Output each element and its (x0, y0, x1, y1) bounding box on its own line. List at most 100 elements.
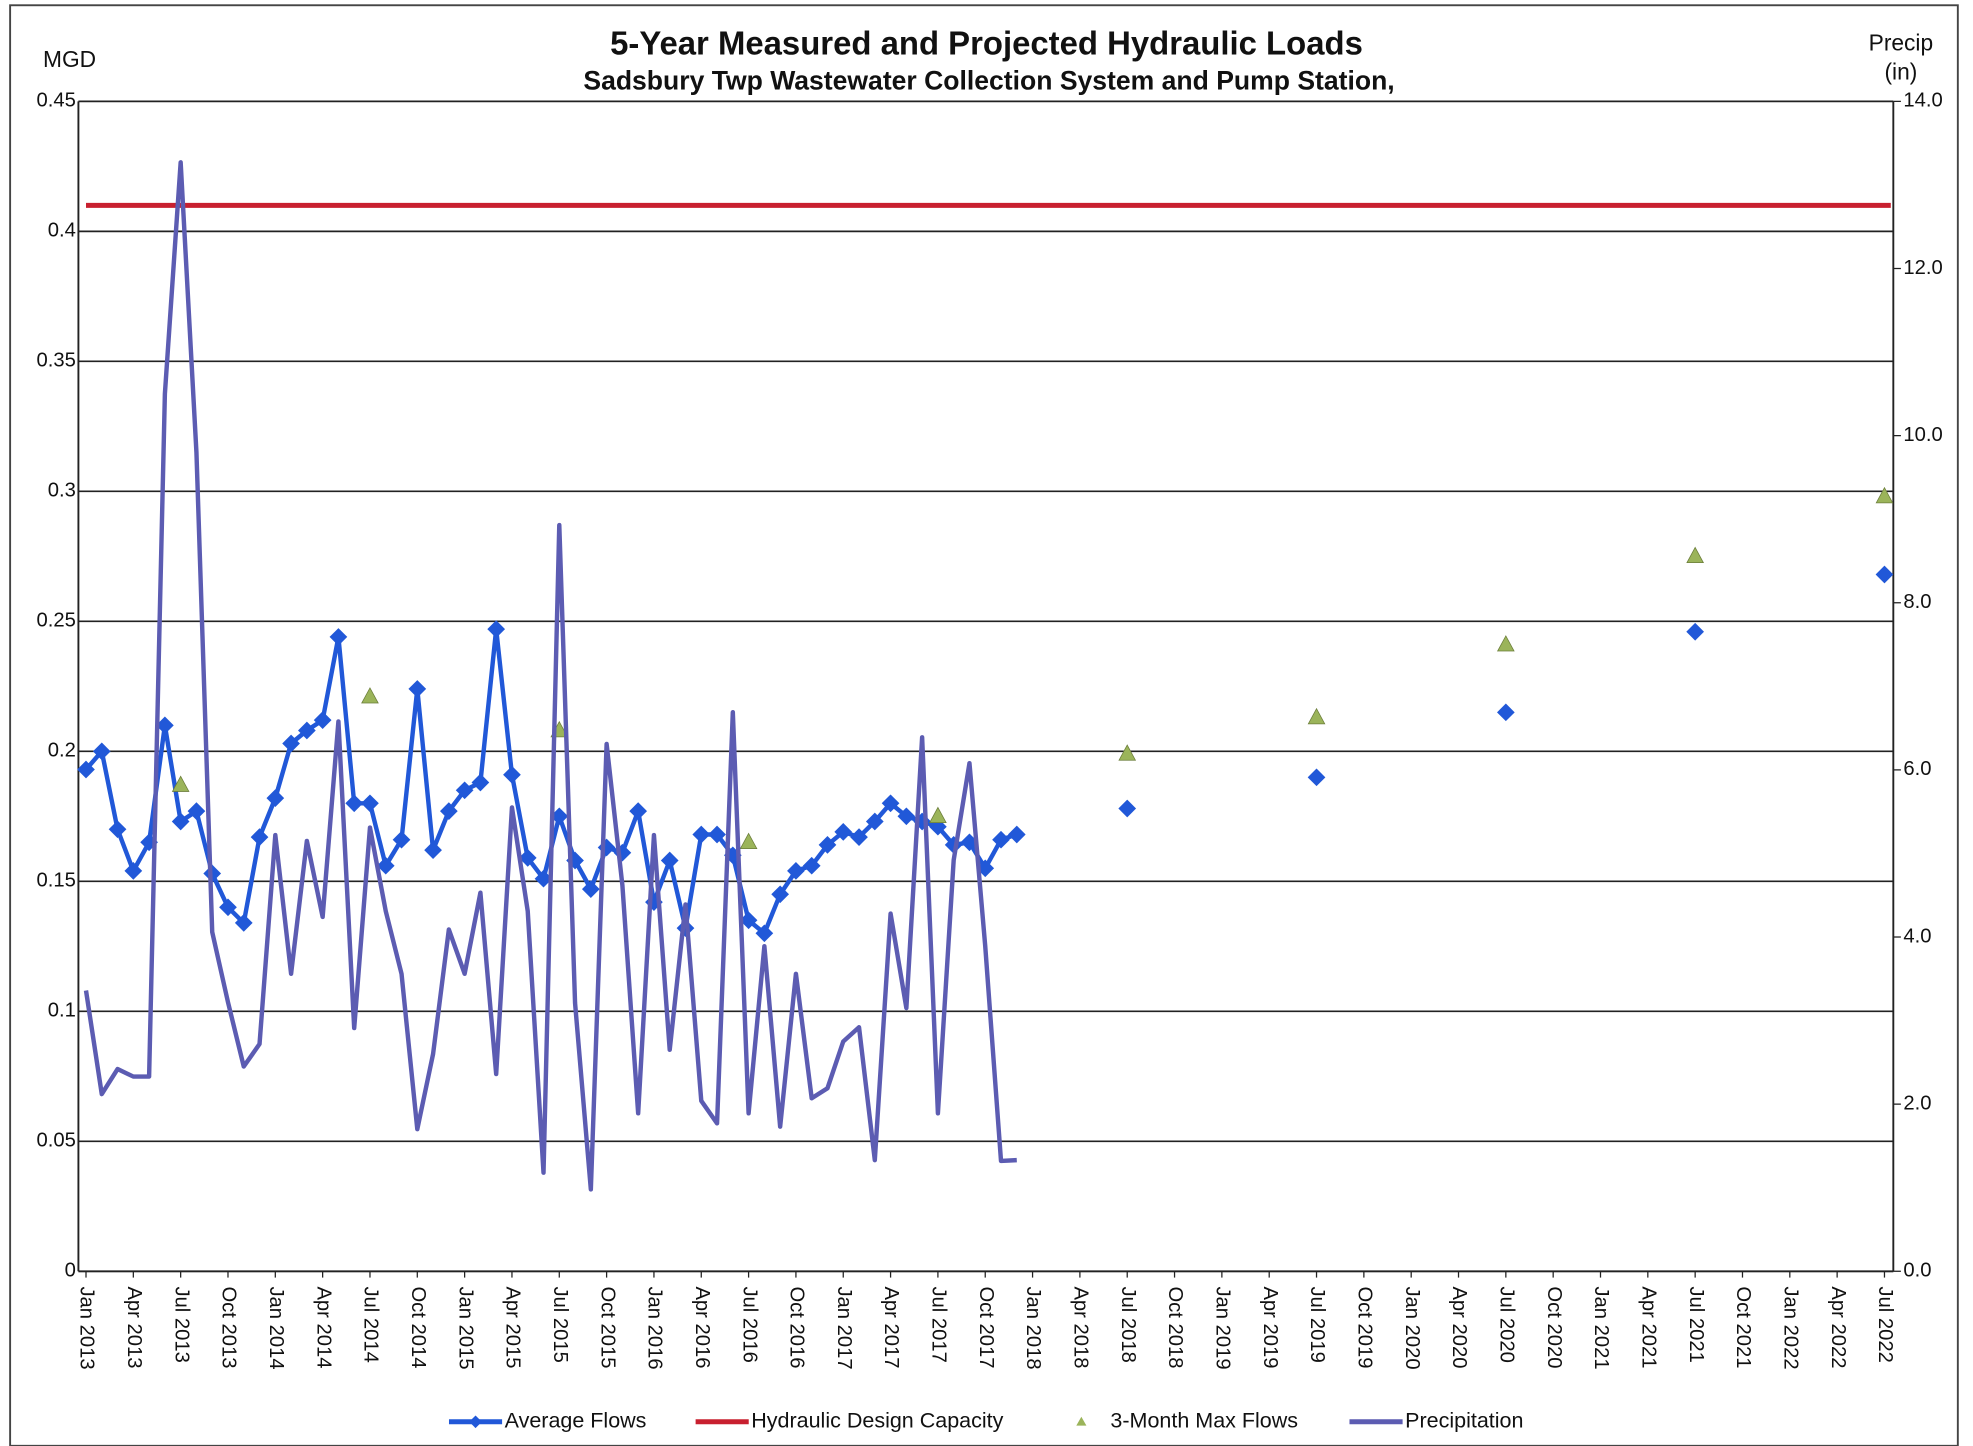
data-point (408, 680, 427, 698)
data-point (503, 765, 521, 784)
x-tick-label: Oct 2014 (407, 1286, 429, 1368)
data-point (1118, 799, 1137, 818)
y2-axis-label: Precip (1869, 29, 1933, 55)
x-tick-label: Jul 2018 (1117, 1286, 1139, 1362)
x-tick-label: Apr 2021 (1637, 1286, 1659, 1368)
x-tick-label: Jan 2019 (1212, 1286, 1234, 1369)
data-point (329, 628, 348, 646)
y-axis-label: MGD (43, 46, 96, 72)
data-point (92, 742, 111, 761)
y-tick-label: 0.35 (37, 350, 76, 372)
x-tick-label: Apr 2020 (1448, 1286, 1470, 1368)
y-tick-label: 0.25 (37, 610, 76, 632)
x-tick-label: Oct 2015 (596, 1286, 618, 1368)
data-point (487, 620, 506, 638)
x-tick-label: Jan 2022 (1779, 1286, 1801, 1369)
legend-label: Average Flows (505, 1408, 647, 1432)
data-point (1307, 707, 1326, 725)
data-point (1686, 546, 1705, 564)
data-point (1875, 486, 1894, 504)
data-point (1496, 635, 1515, 652)
x-tick-label: Apr 2014 (312, 1286, 334, 1368)
legend-label: Hydraulic Design Capacity (751, 1408, 1003, 1432)
series-line (83, 160, 1017, 1192)
data-point (597, 838, 616, 857)
data-point (124, 862, 143, 880)
x-tick-label: Jul 2022 (1874, 1286, 1896, 1362)
y-tick-label: 0.4 (48, 220, 76, 242)
y2-tick-label: 10.0 (1903, 424, 1942, 446)
data-point (1118, 744, 1137, 761)
y2-tick-label: 6.0 (1903, 758, 1931, 780)
y-tick-label: 0.45 (37, 90, 76, 112)
x-tick-label: Oct 2017 (975, 1286, 997, 1368)
data-point (424, 841, 442, 859)
y-tick-label: 0.05 (37, 1130, 76, 1152)
data-point (1875, 565, 1894, 584)
legend-label: Precipitation (1405, 1408, 1523, 1432)
y2-tick-label: 8.0 (1903, 591, 1931, 613)
x-tick-label: Oct 2013 (218, 1286, 240, 1368)
data-point (77, 760, 95, 779)
x-tick-label: Apr 2017 (880, 1286, 902, 1368)
data-point (929, 806, 947, 824)
x-tick-label: Jan 2013 (76, 1286, 98, 1369)
legend-swatch (1076, 1416, 1087, 1426)
chart-title: 5-Year Measured and Projected Hydraulic … (610, 24, 1363, 61)
y-tick-label: 0.3 (48, 480, 76, 502)
x-tick-label: Oct 2019 (1354, 1286, 1376, 1368)
y2-tick-label: 0.0 (1903, 1260, 1931, 1282)
data-point (361, 687, 379, 704)
x-tick-label: Jul 2021 (1685, 1286, 1707, 1362)
x-tick-label: Jan 2020 (1401, 1286, 1423, 1369)
x-tick-label: Jul 2020 (1496, 1286, 1518, 1362)
data-point (298, 721, 316, 740)
data-point (1007, 825, 1026, 844)
y2-axis-label: (in) (1884, 59, 1917, 85)
x-tick-label: Jul 2015 (549, 1286, 571, 1362)
data-point (818, 836, 837, 854)
legend-label: 3-Month Max Flows (1110, 1408, 1298, 1432)
x-tick-label: Oct 2016 (786, 1286, 808, 1368)
x-tick-label: Apr 2019 (1259, 1286, 1281, 1368)
x-tick-label: Oct 2018 (1164, 1286, 1186, 1368)
data-point (313, 711, 332, 729)
x-tick-label: Jul 2013 (170, 1286, 192, 1362)
x-tick-label: Apr 2016 (691, 1286, 713, 1368)
x-tick-label: Jan 2021 (1590, 1286, 1612, 1369)
data-point (266, 789, 285, 807)
y-tick-label: 0 (65, 1260, 76, 1282)
data-point (534, 869, 553, 888)
y2-tick-label: 2.0 (1903, 1092, 1931, 1114)
data-point (992, 830, 1010, 849)
data-point (361, 794, 379, 813)
x-tick-label: Apr 2015 (502, 1286, 524, 1368)
x-tick-label: Jan 2018 (1022, 1286, 1044, 1369)
data-point (234, 914, 253, 932)
x-tick-label: Jan 2014 (265, 1286, 287, 1369)
y-tick-label: 0.1 (48, 1000, 76, 1022)
x-tick-label: Jul 2016 (738, 1286, 760, 1362)
y-tick-label: 0.2 (48, 740, 76, 762)
data-point (250, 828, 269, 846)
x-tick-label: Oct 2020 (1543, 1286, 1565, 1368)
x-tick-label: Jan 2017 (833, 1286, 855, 1369)
data-point (1686, 622, 1705, 641)
x-tick-label: Jan 2015 (454, 1286, 476, 1369)
y2-tick-label: 14.0 (1903, 90, 1942, 112)
x-tick-label: Oct 2021 (1732, 1286, 1754, 1368)
data-point (392, 830, 411, 849)
data-point (739, 911, 758, 930)
y2-tick-label: 12.0 (1903, 257, 1942, 279)
data-point (156, 716, 174, 735)
data-point (518, 849, 537, 867)
x-tick-label: Jul 2019 (1306, 1286, 1328, 1362)
x-tick-label: Jul 2017 (928, 1286, 950, 1362)
data-point (345, 794, 364, 813)
chart-subtitle: Sadsbury Twp Wastewater Collection Syste… (583, 65, 1394, 95)
data-point (455, 781, 474, 800)
x-tick-label: Apr 2018 (1070, 1286, 1092, 1368)
